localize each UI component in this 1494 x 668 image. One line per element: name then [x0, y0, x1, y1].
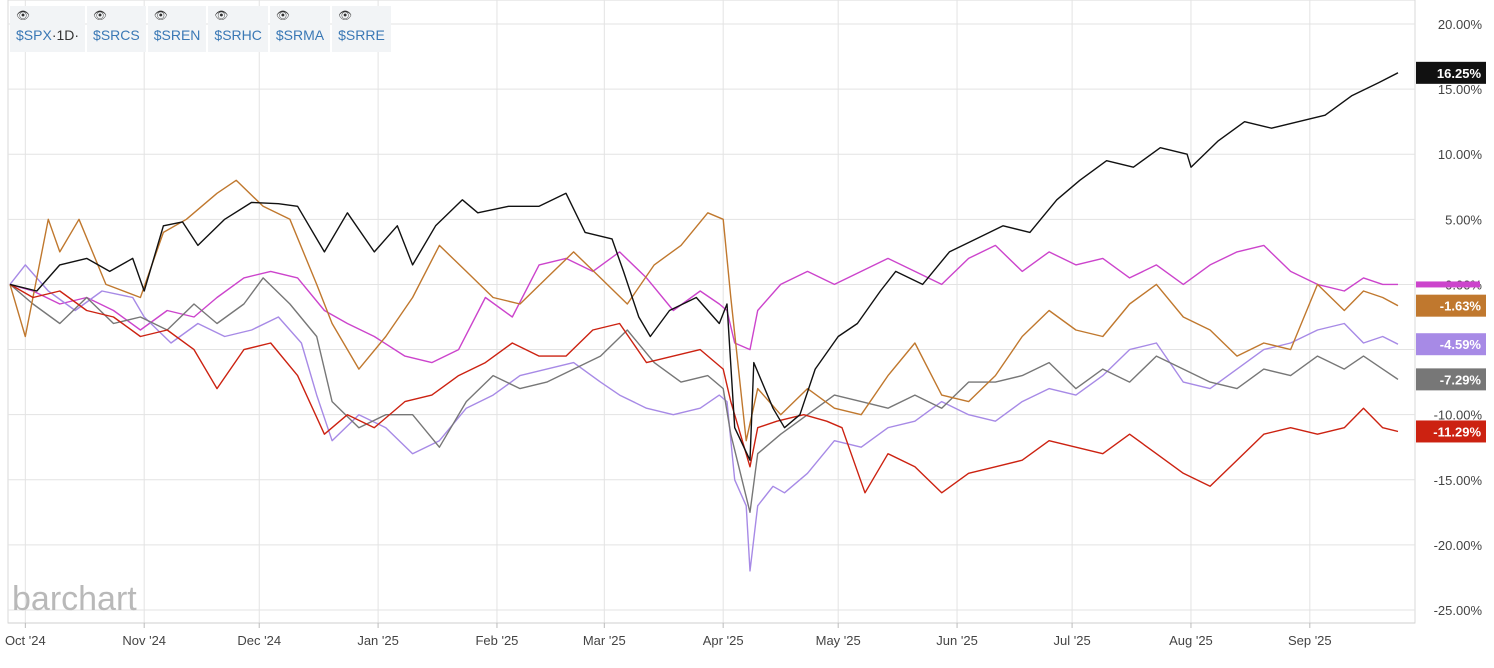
legend-symbol[interactable]: $SREN	[153, 27, 201, 43]
x-tick-label: Mar '25	[583, 633, 626, 648]
eye-icon[interactable]: 👁	[275, 10, 290, 22]
x-tick-label: Sep '25	[1288, 633, 1332, 648]
last-value-label-srcs: -11.29%	[1433, 424, 1481, 439]
x-tick-label: May '25	[816, 633, 861, 648]
last-value-badge-spx	[1416, 61, 1486, 84]
last-value-marker-srre	[1416, 281, 1480, 288]
legend-item-srhc[interactable]: 👁 $SRHC	[208, 6, 268, 52]
x-axis: Oct '24 Nov '24 Dec '24 Jan '25 Feb '25 Mar '…	[5, 622, 1415, 648]
legend-item-srma[interactable]: 👁 $SRMA	[269, 6, 331, 52]
x-tick-label: Jan '25	[357, 633, 399, 648]
y-tick-label: -15.00%	[1434, 473, 1483, 488]
y-tick-label: -20.00%	[1434, 538, 1483, 553]
series-lines	[9, 72, 1399, 572]
grid	[7, 0, 1416, 624]
y-tick-label: 15.00%	[1438, 82, 1483, 97]
series-line-spx	[9, 72, 1399, 461]
y-tick-label: 20.00%	[1438, 17, 1483, 32]
last-value-badges: 16.25% -11.29% -1.63% -7.29% -4.59%	[1416, 61, 1486, 443]
x-tick-label: Jul '25	[1054, 633, 1091, 648]
legend-symbol[interactable]: $SRRE	[338, 27, 385, 43]
x-tick-label: Dec '24	[237, 633, 281, 648]
x-tick-label: Apr '25	[703, 633, 744, 648]
x-tick-label: Jun '25	[936, 633, 978, 648]
last-value-badge-srcs	[1416, 420, 1486, 443]
x-tick-label: Feb '25	[475, 633, 518, 648]
last-value-label-spx: 16.25%	[1437, 66, 1482, 81]
legend-period[interactable]: ·1D·	[51, 27, 80, 43]
eye-icon[interactable]: 👁	[338, 10, 353, 22]
legend-symbol[interactable]: $SRCS	[93, 27, 140, 43]
series-line-sren	[9, 179, 1399, 442]
x-tick-label: Nov '24	[122, 633, 166, 648]
last-value-badge-sren	[1416, 294, 1486, 317]
legend-item-srre[interactable]: 👁 $SRRE	[332, 6, 391, 52]
last-value-label-srma: -4.59%	[1440, 337, 1482, 352]
legend-item-srcs[interactable]: 👁 $SRCS	[87, 6, 146, 52]
x-tick-label: Aug '25	[1169, 633, 1213, 648]
last-value-label-srhc: -7.29%	[1440, 372, 1482, 387]
eye-icon[interactable]: 👁	[214, 10, 229, 22]
y-tick-label: 10.00%	[1438, 147, 1483, 162]
y-tick-label: -10.00%	[1434, 408, 1483, 423]
series-line-srma	[9, 264, 1399, 572]
eye-icon[interactable]: 👁	[153, 10, 168, 22]
legend-item-spx[interactable]: 👁 $SPX·1D·	[10, 6, 86, 52]
y-tick-label: 5.00%	[1445, 212, 1482, 227]
eye-icon[interactable]: 👁	[93, 10, 108, 22]
legend: 👁 $SPX·1D· 👁 $SRCS 👁 $SREN 👁 $SRHC 👁 $SR…	[10, 6, 391, 52]
legend-item-sren[interactable]: 👁 $SREN	[147, 6, 207, 52]
legend-symbol[interactable]: $SPX	[16, 27, 52, 43]
last-value-badge-srma	[1416, 333, 1486, 356]
y-tick-label: -25.00%	[1434, 603, 1483, 618]
series-line-srcs	[9, 283, 1399, 494]
legend-symbol[interactable]: $SRHC	[214, 27, 262, 43]
barchart-logo: barchart	[12, 580, 137, 618]
last-value-badge-srhc	[1416, 368, 1486, 391]
x-tick-label: Oct '24	[5, 633, 46, 648]
last-value-label-sren: -1.63%	[1440, 299, 1482, 314]
series-line-srhc	[9, 277, 1399, 513]
eye-icon[interactable]: 👁	[16, 10, 30, 22]
legend-symbol[interactable]: $SRMA	[275, 27, 325, 43]
